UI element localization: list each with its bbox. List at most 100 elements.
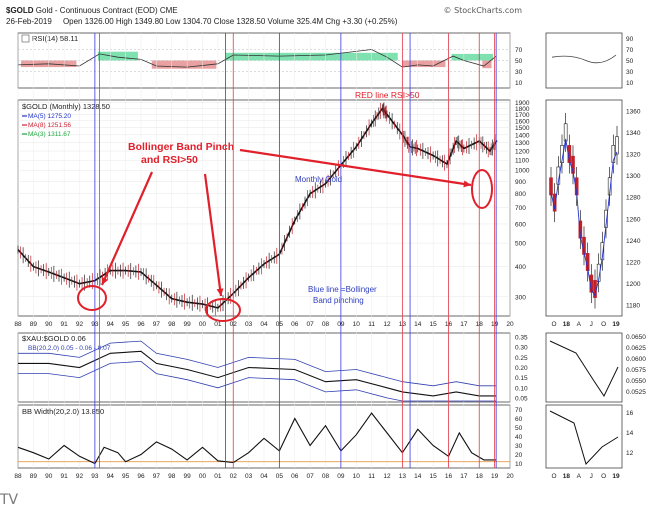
year-axis-label: 99 <box>184 321 192 328</box>
year-axis-label: 07 <box>307 321 315 328</box>
ratio-tick-label: 0.15 <box>515 375 528 382</box>
year-axis-label: 14 <box>414 321 422 328</box>
year-axis-label: 98 <box>168 321 176 328</box>
side-ratio-tick-label: 0.0650 <box>626 334 646 341</box>
side-month-label: 19 <box>612 321 620 328</box>
side-rsi-tick-label: 10 <box>626 80 634 87</box>
year-axis-label: 97 <box>153 321 161 328</box>
side-ratio-line <box>549 340 619 398</box>
side-month-label-bottom: O <box>601 473 606 480</box>
year-axis-label: 10 <box>353 321 361 328</box>
side-rsi-line <box>551 54 617 64</box>
price-tick-label: 1300 <box>515 140 530 147</box>
year-axis-label-bottom: 19 <box>491 473 499 480</box>
price-tick-label: 1000 <box>515 168 530 175</box>
rsi-legend-box <box>21 34 30 43</box>
side-price-candle <box>563 123 568 142</box>
year-axis-label: 12 <box>383 321 391 328</box>
ratio-bb-lower <box>18 360 497 402</box>
side-rsi-tick-label: 90 <box>626 36 634 43</box>
arrow-to-2019 <box>239 148 472 187</box>
pinch-circle-2001 <box>205 298 241 322</box>
rsi-red-zone <box>482 60 492 69</box>
side-bbw-tick-label: 14 <box>626 430 634 437</box>
side-month-label: 18 <box>563 321 571 328</box>
year-axis-label-bottom: 14 <box>414 473 422 480</box>
rsi-tick-label: 70 <box>515 47 523 54</box>
year-axis-label: 00 <box>199 321 207 328</box>
year-axis-label-bottom: 00 <box>199 473 207 480</box>
pinch-title-line2: and RSI>50 <box>141 154 198 166</box>
rsi-label: RSI(14) 58.11 <box>32 34 78 43</box>
bbw-tick-label: 20 <box>515 452 523 459</box>
price-tick-label: 1600 <box>515 118 530 125</box>
bbw-tick-label: 70 <box>515 407 523 414</box>
arrow-to-2019-head <box>463 180 471 188</box>
bbw-tick-label: 40 <box>515 434 523 441</box>
year-axis-label: 92 <box>76 321 84 328</box>
ratio-tick-label: 0.30 <box>515 345 528 352</box>
blue-note-line2: Band pinching <box>313 296 364 305</box>
arrow-to-2001 <box>203 173 223 297</box>
year-axis-label-bottom: 92 <box>76 473 84 480</box>
side-price-tick-label: 1180 <box>626 303 640 310</box>
side-price-tick-label: 1260 <box>626 216 641 223</box>
ratio-bb-label: BB(20,2.0) 0.05 - 0.06 - 0.07 <box>28 345 111 352</box>
year-axis-label-bottom: 95 <box>122 473 130 480</box>
rsi-tick-label: 30 <box>515 69 523 76</box>
year-axis-label: 18 <box>476 321 484 328</box>
side-ratio-tick-label: 0.0600 <box>626 356 646 363</box>
side-bbw-line <box>549 410 619 465</box>
price-tick-label: 300 <box>515 294 526 301</box>
legend-ma8: MA(8) 1251.56 <box>28 122 71 129</box>
side-price-candle <box>549 177 553 196</box>
year-axis-label: 08 <box>322 321 330 328</box>
year-axis-label: 06 <box>291 321 299 328</box>
bbw-tick-label: 30 <box>515 443 523 450</box>
side-price-candle <box>615 136 619 155</box>
ratio-tick-label: 0.05 <box>515 395 528 402</box>
year-axis-label: 17 <box>460 321 468 328</box>
year-axis-label-bottom: 93 <box>91 473 99 480</box>
pinch-title-line1: Bollinger Band Pinch <box>128 141 234 153</box>
year-axis-label-bottom: 94 <box>107 473 115 480</box>
year-axis-label-bottom: 98 <box>168 473 176 480</box>
side-month-label-bottom: J <box>590 473 593 480</box>
year-axis-label: 20 <box>506 321 514 328</box>
year-axis-label-bottom: 02 <box>230 473 238 480</box>
price-tick-label: 700 <box>515 205 526 212</box>
year-axis-label: 13 <box>399 321 407 328</box>
year-axis-label: 05 <box>276 321 284 328</box>
year-axis-label: 94 <box>107 321 115 328</box>
year-axis-label-bottom: 01 <box>214 473 222 480</box>
side-month-label-bottom: A <box>577 473 582 480</box>
side-month-label-bottom: 19 <box>612 473 620 480</box>
price-legend-title: $GOLD (Monthly) 1328.50 <box>22 102 110 111</box>
rsi-green-zone <box>225 52 398 61</box>
price-tick-label: 1100 <box>515 158 529 165</box>
ohlc-readout: Open 1326.00 High 1349.80 Low 1304.70 Cl… <box>62 17 398 26</box>
bbw-label: BB Width(20,2.0) 13.850 <box>22 407 104 416</box>
side-month-label: J <box>590 321 593 328</box>
rsi-red-zone <box>151 60 217 69</box>
side-price-tick-label: 1240 <box>626 238 641 245</box>
year-axis-label: 16 <box>445 321 453 328</box>
year-axis-label-bottom: 08 <box>322 473 330 480</box>
rsi-green-zone <box>97 51 138 61</box>
year-axis-label: 15 <box>430 321 438 328</box>
side-price-tick-label: 1340 <box>626 130 641 137</box>
legend-ma5: MA(5) 1275.20 <box>28 113 71 120</box>
ratio-bb-upper <box>18 340 497 387</box>
side-price-tick-label: 1320 <box>626 152 641 159</box>
year-axis-label-bottom: 11 <box>368 473 375 480</box>
year-axis-label-bottom: 97 <box>153 473 161 480</box>
year-axis-label: 04 <box>260 321 268 328</box>
year-axis-label-bottom: 16 <box>445 473 453 480</box>
monthly-gold-label: Monthly Gold <box>295 175 342 184</box>
side-bbw-tick-label: 16 <box>626 410 634 417</box>
year-axis-label: 09 <box>337 321 345 328</box>
year-axis-label-bottom: 05 <box>276 473 284 480</box>
bbw-tick-label: 50 <box>515 425 523 432</box>
side-month-label-bottom: O <box>551 473 556 480</box>
